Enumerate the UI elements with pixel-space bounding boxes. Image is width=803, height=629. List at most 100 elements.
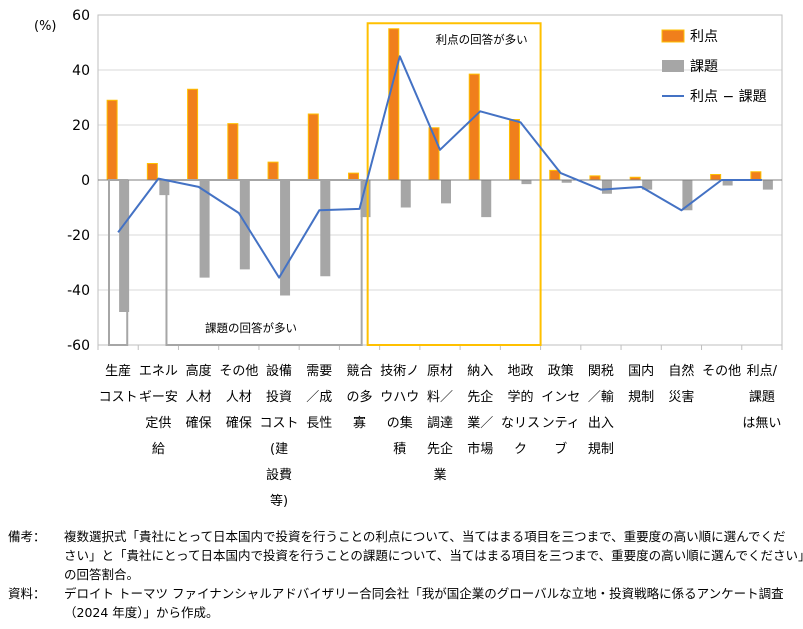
category-label: ／輸 xyxy=(588,390,614,405)
bar-benefit xyxy=(710,174,722,181)
y-unit-label: (%) xyxy=(34,19,57,34)
line-difference xyxy=(117,55,762,279)
category-label: 市場 xyxy=(467,441,493,457)
category-label: 確保 xyxy=(226,415,252,431)
note-remarks-label: 備考： xyxy=(8,529,46,544)
category-label: ンティ xyxy=(542,416,580,431)
category-label: 学的 xyxy=(507,389,533,405)
category-label: 出入 xyxy=(588,416,614,431)
bar-benefit xyxy=(227,123,239,181)
y-tick-label: 0 xyxy=(81,173,90,189)
category-label: コスト xyxy=(260,416,299,431)
category-label: (建 xyxy=(270,442,288,457)
category-label: ブ xyxy=(554,441,567,457)
bar-benefit xyxy=(348,172,360,181)
category-label: 災害 xyxy=(668,389,694,405)
bar-benefit xyxy=(307,113,319,181)
category-label: 関税 xyxy=(588,364,614,379)
bar-issue xyxy=(280,180,291,296)
y-tick-label: 60 xyxy=(72,8,90,24)
category-label: 先企 xyxy=(427,441,453,457)
category-label: 投資 xyxy=(266,389,292,405)
bar-benefit xyxy=(750,171,762,181)
category-label: 設備 xyxy=(266,363,292,379)
bar-benefit xyxy=(589,175,601,181)
category-label: 確保 xyxy=(186,415,212,431)
category-label: ウハウ xyxy=(380,390,419,405)
bar-benefit xyxy=(508,119,520,181)
legend-label-difference: 利点 − 課題 xyxy=(690,89,767,105)
category-label: 国内 xyxy=(628,363,654,379)
legend-swatch-issue xyxy=(662,60,684,72)
legend-label-benefit: 利点 xyxy=(690,29,718,45)
bar-issue xyxy=(642,180,653,190)
category-label: 納入 xyxy=(467,364,493,379)
chart: 60 40 20 0 -20 -40 -60 (%) 利点の回答が多い課題の回答が多い生産コスト… xyxy=(34,8,783,509)
bar-issue xyxy=(682,180,693,211)
bar-benefit xyxy=(549,169,561,181)
y-tick-label: 20 xyxy=(72,118,90,134)
legend-label-issue: 課題 xyxy=(690,59,718,75)
category-label: の集 xyxy=(387,415,413,431)
bar-issue xyxy=(159,180,170,196)
bar-benefit xyxy=(187,88,199,181)
category-label: は無い xyxy=(742,416,781,431)
bar-issue xyxy=(722,180,733,186)
bar-issue xyxy=(521,180,532,185)
category-label: 料／ xyxy=(427,390,453,405)
highlight-box-issue xyxy=(108,179,129,346)
bar-issue xyxy=(441,180,451,204)
y-tick-label: -20 xyxy=(67,228,90,244)
category-label: 需要 xyxy=(306,364,332,379)
category-label: 利点/ xyxy=(747,364,778,379)
category-label: 寡 xyxy=(353,415,366,431)
category-label: 業 xyxy=(433,467,446,483)
bar-issue xyxy=(239,180,250,270)
category-label: 先企 xyxy=(467,389,493,405)
y-tick-label: -40 xyxy=(67,283,90,299)
category-label: 高度 xyxy=(186,363,212,379)
category-label: インセ xyxy=(541,390,580,405)
bar-issue xyxy=(762,180,773,190)
bar-issue xyxy=(320,180,331,277)
annotation-label: 課題の回答が多い xyxy=(205,321,297,335)
bar-benefit xyxy=(106,99,118,181)
category-label: 生産 xyxy=(105,363,131,379)
note-remarks-line-2: さい」と「貴社にとって日本国内で投資を行うことの課題について、当てはまる項目を三… xyxy=(64,548,803,563)
bar-issue xyxy=(400,180,411,208)
bar-benefit xyxy=(468,73,480,181)
category-label: 定供 xyxy=(145,416,171,431)
y-tick-label: 40 xyxy=(72,63,90,79)
category-label: ク xyxy=(514,442,527,457)
note-source-line-2: （2024 年度）」から作成。 xyxy=(64,605,219,620)
annotation-label: 利点の回答が多い xyxy=(436,32,528,46)
category-label: エネル xyxy=(139,364,178,379)
category-label: なリス xyxy=(501,416,540,431)
category-label: 設費 xyxy=(266,467,292,483)
category-label: ／成 xyxy=(306,390,332,405)
note-remarks-line-3: の回答割合。 xyxy=(64,567,140,582)
highlight-box-benefit xyxy=(366,22,542,346)
category-label: コスト xyxy=(99,390,138,405)
category-label: ギー安 xyxy=(139,390,178,405)
category-label: 規制 xyxy=(628,390,654,405)
note-source-label: 資料： xyxy=(8,586,46,601)
category-label: 競合 xyxy=(347,364,373,379)
legend-swatch-benefit xyxy=(661,29,685,43)
bar-benefit xyxy=(267,161,279,181)
category-label: 技術ノ xyxy=(380,364,419,379)
note-source-line-1: デロイト トーマツ ファイナンシャルアドバイザリー合同会社「我が国企業のグローバ… xyxy=(64,586,784,601)
category-label: 原材 xyxy=(427,364,453,379)
category-label: 業／ xyxy=(467,415,493,431)
category-label: 積 xyxy=(393,442,406,457)
bar-issue xyxy=(481,180,492,218)
category-label: 規制 xyxy=(588,442,614,457)
bar-issue xyxy=(561,180,572,183)
bar-benefit xyxy=(146,163,158,181)
category-label: 等) xyxy=(270,493,288,509)
category-label: の多 xyxy=(347,389,373,405)
category-label: 長性 xyxy=(306,416,332,431)
bar-benefit xyxy=(388,28,400,181)
category-label: その他 xyxy=(702,364,741,379)
category-label: 課題 xyxy=(749,389,775,405)
